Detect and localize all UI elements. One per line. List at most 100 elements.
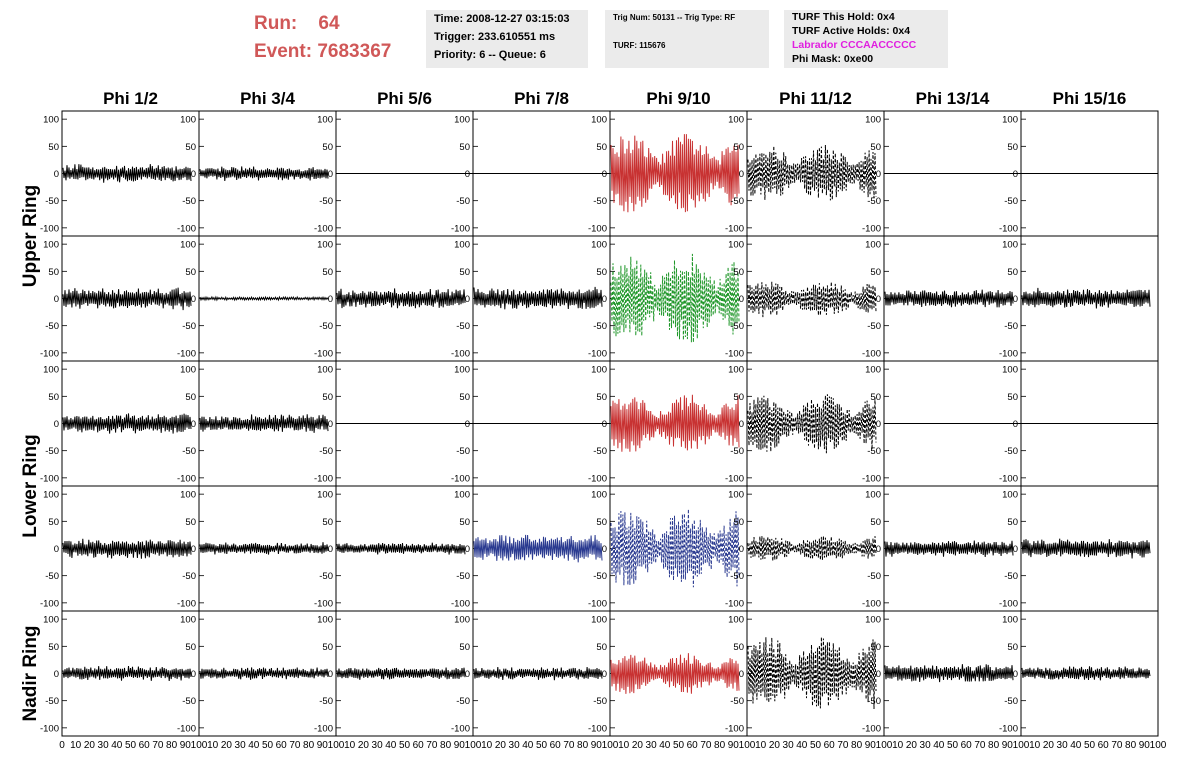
x-tick-label: 30 [98,740,110,751]
event-label: Event: [254,41,313,62]
y-tick-label: 50 [1007,517,1018,528]
column-title: Phi 13/14 [916,89,990,108]
y-tick-label: 0 [1013,419,1018,430]
column-title: Phi 1/2 [103,89,158,108]
y-tick-label: 50 [48,642,59,653]
y-tick-label: 50 [1007,392,1018,403]
y-tick-label: -100 [588,598,607,609]
y-tick-label: 50 [48,392,59,403]
y-tick-label: 50 [322,142,333,153]
y-tick-label: -50 [182,446,196,457]
labrador-text: Labrador CCCAACCCCC [792,39,917,51]
y-tick-label: 0 [54,294,59,305]
y-tick-label: 100 [454,365,470,376]
y-tick-label: 0 [876,669,881,680]
waveform-trace [1021,538,1151,559]
x-tick-label: 30 [372,740,384,751]
x-tick-label: 40 [796,740,808,751]
y-tick-label: 50 [322,267,333,278]
y-tick-label: 100 [317,365,333,376]
y-tick-label: 0 [328,169,333,180]
x-tick-label: 90 [317,740,329,751]
x-tick-label: 10 [618,740,630,751]
run-value: 64 [318,13,340,34]
priority-text: Priority: 6 -- Queue: 6 [434,49,546,61]
x-tick-label: 10 [1029,740,1041,751]
y-tick-label: -100 [314,723,333,734]
y-tick-label: 100 [865,115,881,126]
x-tick-label: 40 [111,740,123,751]
y-tick-label: -100 [314,598,333,609]
trigger-info-box: Trig Num: 50131 -- Trig Type: RF TURF: 1… [605,10,769,68]
y-tick-label: 50 [596,267,607,278]
y-tick-label: -50 [593,571,607,582]
waveform-trace [610,253,740,343]
x-tick-label: 10 [481,740,493,751]
y-tick-label: -100 [588,223,607,234]
y-tick-label: -100 [588,723,607,734]
x-tick-label: 60 [139,740,151,751]
y-tick-label: -50 [456,446,470,457]
y-tick-label: -50 [182,571,196,582]
y-tick-label: 100 [1002,490,1018,501]
y-tick-label: -100 [725,223,744,234]
y-tick-label: -50 [319,196,333,207]
x-tick-label: 10 [892,740,904,751]
waveform-trace [62,666,192,681]
x-tick-label: 100 [1150,740,1167,751]
y-tick-label: 0 [602,169,607,180]
y-tick-label: -50 [319,446,333,457]
y-tick-label: -50 [45,196,59,207]
y-tick-label: -50 [730,571,744,582]
x-tick-label: 30 [920,740,932,751]
y-tick-label: 100 [728,615,744,626]
x-tick-label: 90 [1139,740,1151,751]
x-tick-label: 90 [454,740,466,751]
y-tick-label: 100 [43,365,59,376]
y-tick-label: -50 [593,196,607,207]
y-tick-label: 100 [180,615,196,626]
waveform-trace [62,413,192,434]
y-tick-label: -100 [999,348,1018,359]
y-tick-label: 0 [739,669,744,680]
y-tick-label: -50 [867,196,881,207]
y-tick-label: -100 [40,598,59,609]
y-tick-label: 100 [454,115,470,126]
y-tick-label: 100 [591,115,607,126]
y-tick-label: 50 [185,642,196,653]
y-tick-label: 0 [191,294,196,305]
waveform-trace [199,166,329,181]
x-tick-label: 60 [413,740,425,751]
time-info-box: Time: 2008-12-27 03:15:03 Trigger: 233.6… [426,10,588,68]
turf-active-holds-text: TURF Active Holds: 0x4 [792,25,911,37]
y-tick-label: 100 [317,240,333,251]
y-tick-label: -100 [451,598,470,609]
x-tick-label: 60 [1098,740,1110,751]
y-tick-label: 100 [43,115,59,126]
y-tick-label: 0 [191,669,196,680]
run-event-header: Run: 64 Event: 7683367 [254,10,391,66]
y-tick-label: 50 [596,392,607,403]
x-tick-label: 10 [755,740,767,751]
y-tick-label: 0 [602,294,607,305]
y-tick-label: 50 [870,517,881,528]
waveform-trace [884,664,1014,683]
y-tick-label: 0 [191,419,196,430]
y-tick-label: 50 [48,267,59,278]
ring-label: Nadir Ring [20,625,41,721]
y-tick-label: -100 [862,598,881,609]
y-tick-label: 50 [459,642,470,653]
x-tick-label: 90 [180,740,192,751]
waveform-trace [610,653,740,694]
y-tick-label: 100 [43,615,59,626]
y-tick-label: 50 [322,392,333,403]
x-tick-label: 30 [1057,740,1069,751]
y-tick-label: 100 [43,490,59,501]
x-tick-label: 30 [509,740,521,751]
waveform-trace [199,414,329,433]
y-tick-label: -100 [40,223,59,234]
y-tick-label: 50 [185,392,196,403]
ring-label: Upper Ring [20,185,41,287]
y-tick-label: 100 [180,240,196,251]
x-tick-label: 50 [810,740,822,751]
